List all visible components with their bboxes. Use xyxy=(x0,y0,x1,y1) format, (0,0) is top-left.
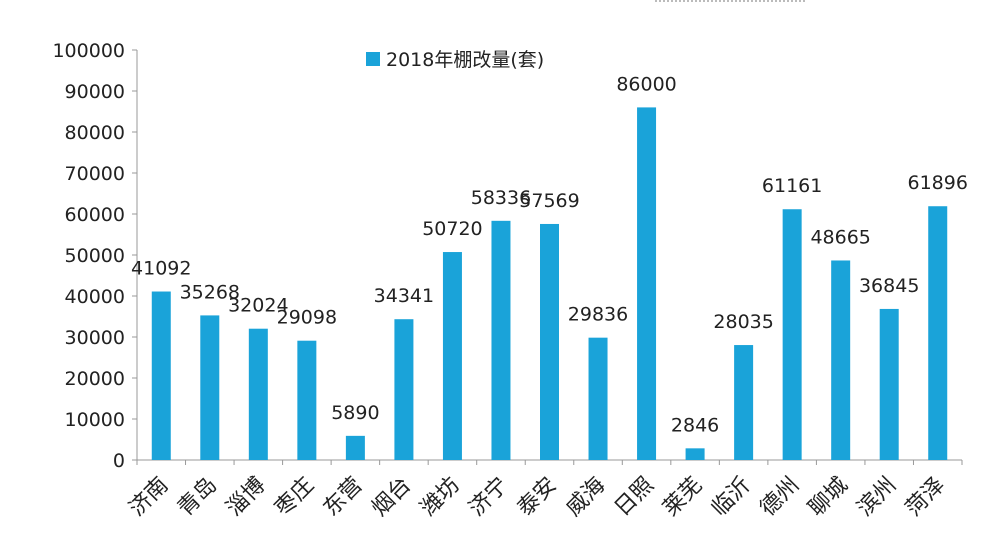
category-label: 淄博 xyxy=(222,473,271,522)
y-tick-label: 60000 xyxy=(65,204,125,226)
legend-label: 2018年棚改量(套) xyxy=(386,49,544,71)
category-label: 莱芜 xyxy=(659,473,708,522)
data-label: 41092 xyxy=(131,258,191,280)
bar xyxy=(879,308,899,460)
data-label: 61161 xyxy=(762,175,822,197)
data-label: 28035 xyxy=(713,311,773,333)
data-label: 58336 xyxy=(471,187,531,209)
y-tick-label: 20000 xyxy=(65,368,125,390)
data-label: 48665 xyxy=(810,226,870,248)
category-label: 枣庄 xyxy=(270,473,319,522)
category-label: 东营 xyxy=(319,473,368,522)
bar xyxy=(394,319,414,460)
legend: 2018年棚改量(套) xyxy=(366,49,544,71)
decorative-dotted-line xyxy=(655,0,805,4)
bar xyxy=(248,328,268,460)
data-label: 32024 xyxy=(228,295,288,317)
y-tick-label: 90000 xyxy=(65,81,125,103)
data-label: 29098 xyxy=(277,307,337,329)
category-label: 菏泽 xyxy=(901,473,950,522)
data-label: 61896 xyxy=(908,172,968,194)
category-label: 济南 xyxy=(125,473,174,522)
category-label: 威海 xyxy=(561,473,610,522)
x-axis-categories: 济南 青岛 淄博 枣庄 东营 烟台 潍坊 济宁 泰安 威海 日照 莱芜 临沂 德州 聊城 滨州 菏泽 xyxy=(125,473,950,522)
y-tick-label: 30000 xyxy=(65,327,125,349)
category-label: 泰安 xyxy=(513,473,562,522)
data-label: 86000 xyxy=(616,73,676,95)
bar xyxy=(588,337,608,460)
category-label: 潍坊 xyxy=(416,473,465,522)
y-tick-label: 0 xyxy=(113,450,125,472)
data-label: 36845 xyxy=(859,275,919,297)
data-label: 57569 xyxy=(519,190,579,212)
legend-swatch xyxy=(366,52,380,66)
bars xyxy=(151,107,948,461)
category-label: 烟台 xyxy=(367,473,416,522)
data-label: 34341 xyxy=(374,285,434,307)
bar xyxy=(151,291,171,460)
data-label: 35268 xyxy=(180,281,240,303)
bar xyxy=(491,220,511,460)
category-label: 青岛 xyxy=(173,473,222,522)
bar xyxy=(928,206,948,460)
y-axis-ticks: 0 10000 20000 30000 40000 50000 60000 70000 8000… xyxy=(52,40,137,472)
category-label: 聊城 xyxy=(804,473,853,522)
y-tick-label: 80000 xyxy=(65,122,125,144)
category-label: 日照 xyxy=(610,473,659,522)
y-tick-label: 10000 xyxy=(65,409,125,431)
y-tick-label: 100000 xyxy=(52,40,125,62)
data-label: 2846 xyxy=(671,414,719,436)
bar xyxy=(685,448,705,460)
bar xyxy=(782,209,802,460)
bar xyxy=(734,345,754,460)
bar xyxy=(345,435,365,460)
data-label: 50720 xyxy=(422,218,482,240)
data-label: 5890 xyxy=(331,402,379,424)
category-label: 德州 xyxy=(756,473,805,522)
bar xyxy=(831,260,851,460)
y-tick-label: 70000 xyxy=(65,163,125,185)
y-tick-label: 40000 xyxy=(65,286,125,308)
category-label: 济宁 xyxy=(464,473,513,522)
category-label: 滨州 xyxy=(853,473,902,522)
data-label: 29836 xyxy=(568,304,628,326)
y-tick-label: 50000 xyxy=(65,245,125,267)
bar xyxy=(637,107,657,461)
bar xyxy=(540,223,559,460)
bar xyxy=(200,315,220,460)
bar xyxy=(442,252,462,460)
category-label: 临沂 xyxy=(707,473,756,522)
bar xyxy=(297,340,317,460)
